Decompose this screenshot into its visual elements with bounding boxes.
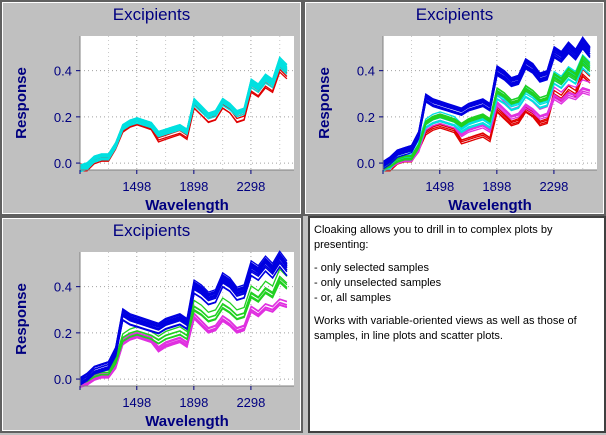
panel-bevel	[2, 218, 301, 431]
spacer	[314, 253, 600, 261]
line-chart[interactable]: 0.0 0.2 0.4 1498 1898 2298 Wavelength Response	[305, 2, 606, 218]
y-tick-label: 0.0	[54, 156, 72, 171]
info-bullet: - only unselected samples	[314, 277, 442, 289]
y-tick-label: 0.2	[54, 326, 72, 341]
y-tick-label: 0.4	[54, 64, 72, 79]
x-tick-label: 2298	[236, 179, 265, 194]
x-tick-label: 1498	[122, 395, 151, 410]
x-axis-title: Wavelength	[145, 197, 229, 214]
x-tick-label: 2298	[539, 179, 568, 194]
series-line-blue	[79, 259, 288, 384]
chart-panel-2[interactable]: Excipients 0.0 0.2 0.4 1498 1898 2298 Waveleng…	[303, 0, 606, 216]
series-line-magenta	[79, 303, 288, 387]
y-axis-title: Response	[316, 67, 333, 139]
series-line-blue	[79, 265, 288, 386]
y-tick-label: 0.0	[54, 372, 72, 387]
line-chart[interactable]: 0.0 0.2 0.4 1498 1898 2298 Wavelength Response	[2, 2, 305, 218]
info-outro: Works with variable-oriented views as we…	[314, 315, 577, 342]
chart-panel-3[interactable]: Excipients 0.0 0.2 0.4 1498 1898 2298 Waveleng…	[0, 216, 303, 433]
series-line-green	[382, 63, 591, 166]
panel-bevel	[305, 2, 604, 214]
spacer	[314, 306, 600, 314]
y-tick-label: 0.4	[54, 280, 72, 295]
series-line-blue	[382, 37, 591, 167]
series-line-green	[79, 281, 288, 384]
series-line-blue	[79, 253, 288, 382]
chart-title: Excipients	[415, 5, 494, 24]
y-tick-label: 0.2	[357, 110, 375, 125]
x-axis-title: Wavelength	[145, 413, 229, 430]
panel-bevel	[2, 2, 301, 214]
series-line-magenta	[382, 92, 591, 170]
chart-title: Excipients	[112, 5, 191, 24]
x-tick-label: 1498	[122, 179, 151, 194]
series-line-green	[79, 268, 288, 381]
y-tick-label: 0.0	[357, 156, 375, 171]
info-text: Cloaking allows you to drill in to compl…	[314, 223, 600, 344]
series-line-green	[79, 275, 288, 383]
x-tick-label: 2298	[236, 395, 265, 410]
y-axis-title: Response	[13, 67, 30, 139]
x-tick-label: 1898	[179, 179, 208, 194]
y-tick-label: 0.4	[357, 64, 375, 79]
info-bullet: - or, all samples	[314, 292, 392, 304]
y-axis-title: Response	[13, 283, 30, 355]
y-tick-label: 0.2	[54, 110, 72, 125]
info-bullet: - only selected samples	[314, 262, 429, 274]
series-line-blue	[382, 43, 591, 168]
info-text-panel: Cloaking allows you to drill in to compl…	[308, 216, 606, 433]
line-chart[interactable]: 0.0 0.2 0.4 1498 1898 2298 Wavelength Response	[2, 218, 305, 435]
x-axis-title: Wavelength	[448, 197, 532, 214]
x-tick-label: 1498	[425, 179, 454, 194]
info-intro: Cloaking allows you to drill in to compl…	[314, 224, 553, 251]
series-line-cyan	[79, 60, 288, 166]
x-tick-label: 1898	[482, 179, 511, 194]
chart-panel-1[interactable]: Excipients 0.0 0.2 0.4 1498 1898 2298 Waveleng…	[0, 0, 303, 216]
chart-title: Excipients	[112, 221, 191, 240]
x-tick-label: 1898	[179, 395, 208, 410]
